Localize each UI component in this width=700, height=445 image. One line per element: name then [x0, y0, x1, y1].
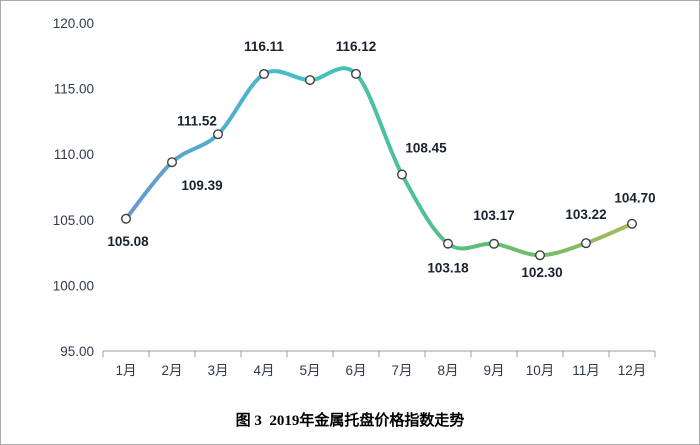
- data-point: [166, 157, 177, 168]
- data-point: [581, 238, 592, 249]
- y-axis-label: 115.00: [54, 82, 94, 97]
- data-label: 102.30: [521, 265, 562, 280]
- data-point: [397, 169, 408, 180]
- data-point: [351, 68, 362, 79]
- data-point: [120, 213, 131, 224]
- data-label: 105.08: [107, 234, 149, 249]
- data-label: 103.17: [473, 208, 514, 223]
- x-axis-label: 6月: [345, 363, 366, 378]
- x-axis-label: 4月: [253, 363, 274, 378]
- x-axis-label: 3月: [207, 363, 228, 378]
- data-label: 116.11: [244, 39, 284, 54]
- y-axis-label: 95.00: [60, 344, 94, 359]
- data-label: 111.52: [177, 113, 217, 128]
- data-label: 108.45: [405, 141, 447, 156]
- data-label: 116.12: [336, 39, 377, 54]
- y-axis-label: 120.00: [53, 16, 94, 31]
- y-axis-label: 105.00: [53, 213, 94, 228]
- x-axis-label: 7月: [391, 363, 412, 378]
- x-axis-label: 12月: [618, 363, 647, 378]
- y-axis-label: 100.00: [53, 278, 94, 293]
- x-axis-label: 5月: [299, 363, 320, 378]
- data-point: [535, 250, 546, 261]
- y-axis-label: 110.00: [54, 147, 94, 162]
- data-label: 104.70: [614, 191, 655, 206]
- x-axis-label: 2月: [161, 363, 182, 378]
- data-point: [627, 218, 638, 229]
- x-axis-label: 10月: [526, 363, 555, 378]
- x-axis-label: 9月: [483, 363, 504, 378]
- x-axis-label: 8月: [437, 363, 458, 378]
- figure-caption: 图 3 2019年金属托盘价格指数走势: [235, 413, 465, 429]
- data-point: [489, 238, 500, 249]
- data-label: 103.18: [427, 261, 469, 276]
- x-axis-label: 1月: [115, 363, 136, 378]
- data-point: [212, 129, 223, 140]
- data-label: 103.22: [565, 207, 606, 222]
- data-label: 109.39: [181, 178, 222, 193]
- chart-area: 120.00 115.00 110.00 105.00 100.00 95.00 1月 2月 3…: [1, 1, 699, 401]
- line-chart: 120.00 115.00 110.00 105.00 100.00 95.00 1月 2月 3…: [53, 16, 656, 378]
- data-point: [259, 69, 270, 80]
- series-line: [124, 66, 634, 258]
- data-point: [443, 238, 454, 249]
- data-point: [305, 75, 316, 86]
- x-axis-label: 11月: [572, 363, 600, 378]
